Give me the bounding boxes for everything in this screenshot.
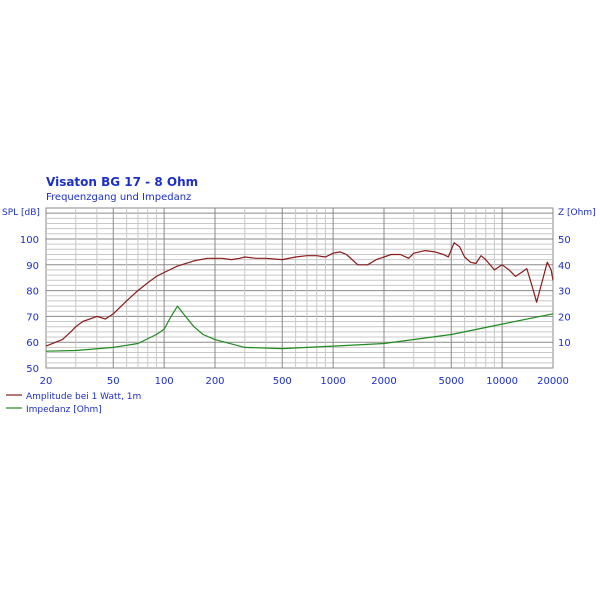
y-tick-label: 100	[20, 235, 39, 246]
x-tick-label: 200	[205, 376, 224, 387]
y-axis-label: SPL [dB]	[2, 208, 40, 218]
x-tick-label: 1000	[320, 376, 345, 387]
spl-series-line	[45, 242, 554, 347]
y2-axis-label: Z [Ohm]	[558, 208, 596, 218]
x-tick-label: 20	[40, 376, 53, 387]
y-tick-label: 80	[26, 287, 39, 298]
x-tick-label: 5000	[439, 376, 464, 387]
x-tick-label: 10000	[486, 376, 518, 387]
x-tick-label: 2000	[371, 376, 396, 387]
x-tick-label: 100	[155, 376, 174, 387]
y-tick-label: 70	[26, 312, 39, 323]
y-tick-label: 90	[26, 261, 39, 272]
y-tick-label: 50	[26, 364, 39, 375]
y2-tick-label: 30	[558, 287, 571, 298]
x-tick-label: 500	[273, 376, 292, 387]
x-tick-label: 50	[107, 376, 120, 387]
x-tick-label: 20000	[537, 376, 569, 387]
chart-title: Visaton BG 17 - 8 Ohm	[46, 175, 198, 189]
y2-tick-label: 10	[558, 338, 571, 349]
legend-label-spl: Amplitude bei 1 Watt, 1m	[26, 392, 141, 402]
chart-subtitle: Frequenzgang und Impedanz	[46, 192, 191, 203]
plot-area	[45, 207, 554, 369]
y2-tick-label: 20	[558, 312, 571, 323]
y2-tick-label: 40	[558, 261, 571, 272]
legend: Amplitude bei 1 Watt, 1m Impedanz [Ohm]	[6, 392, 141, 415]
y-tick-label: 60	[26, 338, 39, 349]
impedance-series-line	[45, 305, 554, 352]
y2-tick-label: 50	[558, 235, 571, 246]
legend-label-impedance: Impedanz [Ohm]	[26, 405, 102, 415]
